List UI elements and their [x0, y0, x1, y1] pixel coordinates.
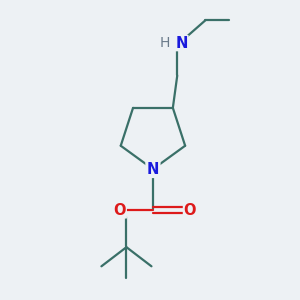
- Text: O: O: [184, 203, 196, 218]
- Text: H: H: [160, 36, 170, 50]
- Text: N: N: [176, 36, 188, 51]
- Text: N: N: [147, 162, 159, 177]
- Text: O: O: [114, 203, 126, 218]
